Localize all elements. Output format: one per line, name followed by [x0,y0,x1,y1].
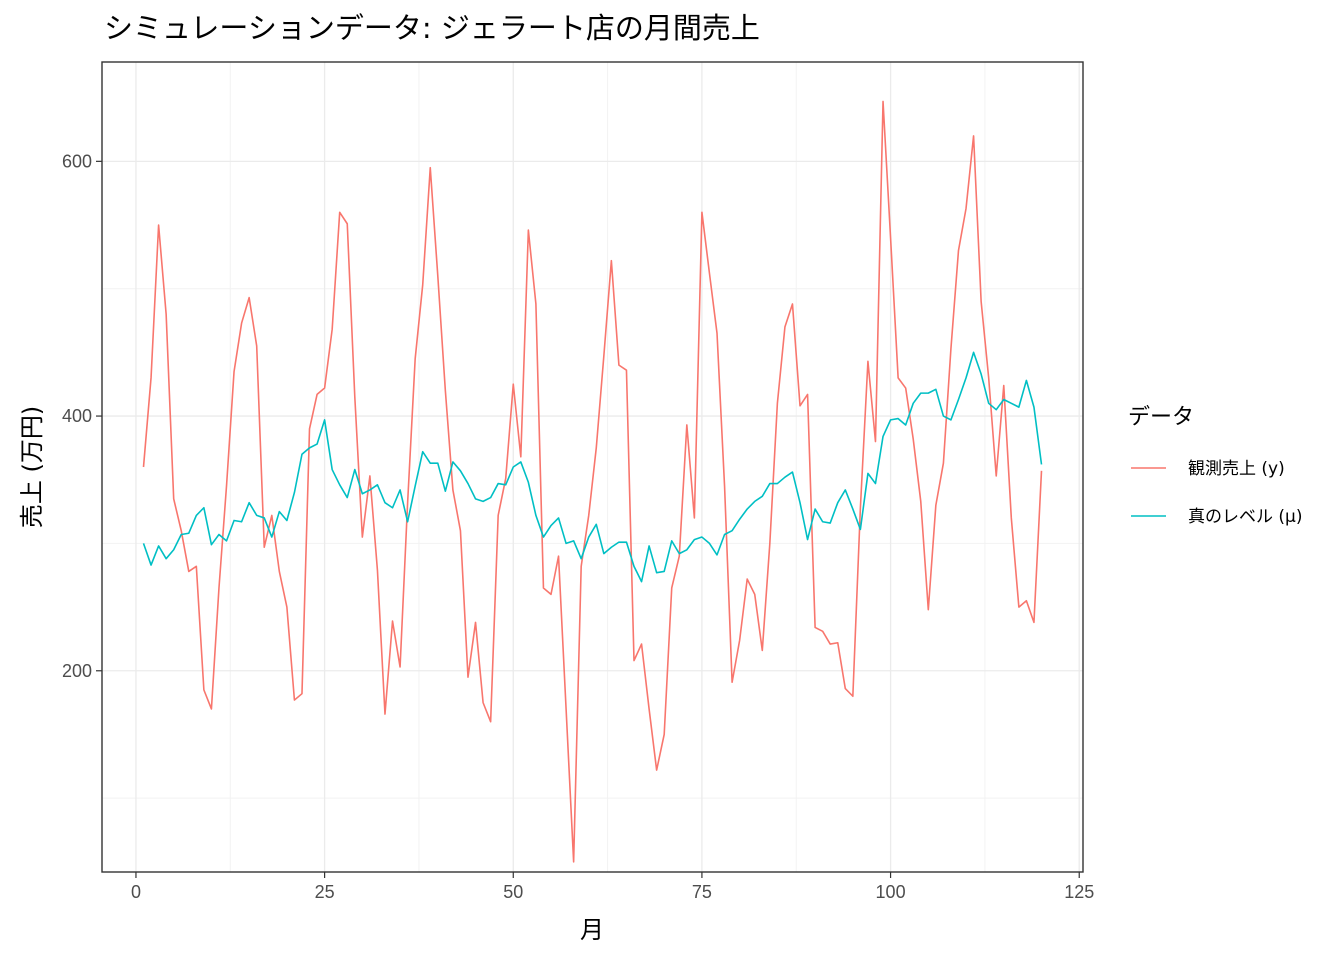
y-axis-ticks: 200 400 600 [62,151,102,681]
y-tick-label: 400 [62,406,92,426]
grid-minor [102,62,1083,872]
x-axis-ticks: 0 25 50 75 100 125 [131,872,1094,902]
x-tick-label: 100 [876,882,906,902]
legend-label-2: 真のレベル (μ) [1188,507,1302,527]
x-tick-label: 50 [503,882,523,902]
series-line-1 [142,100,1043,863]
legend-label-1: 観測売上 (y) [1188,459,1285,479]
series-layer [142,100,1043,863]
y-tick-label: 200 [62,661,92,681]
series-line-2 [142,351,1043,583]
x-tick-label: 25 [315,882,335,902]
x-axis-title: 月 [580,916,604,944]
legend-title: データ [1128,405,1194,430]
y-axis-title: 売上 (万円) [18,406,46,528]
x-tick-label: 0 [131,882,141,902]
x-tick-label: 125 [1064,882,1094,902]
x-tick-label: 75 [692,882,712,902]
legend-items: 観測売上 (y) 真のレベル (μ) [1131,459,1302,527]
plot-panel-border [101,61,1084,873]
grid-major [102,62,1083,872]
chart-title: シミュレーションデータ: ジェラート店の月間売上 [104,11,760,45]
legend: データ 観測売上 (y) 真のレベル (μ) [1128,405,1302,527]
y-tick-label: 600 [62,151,92,171]
